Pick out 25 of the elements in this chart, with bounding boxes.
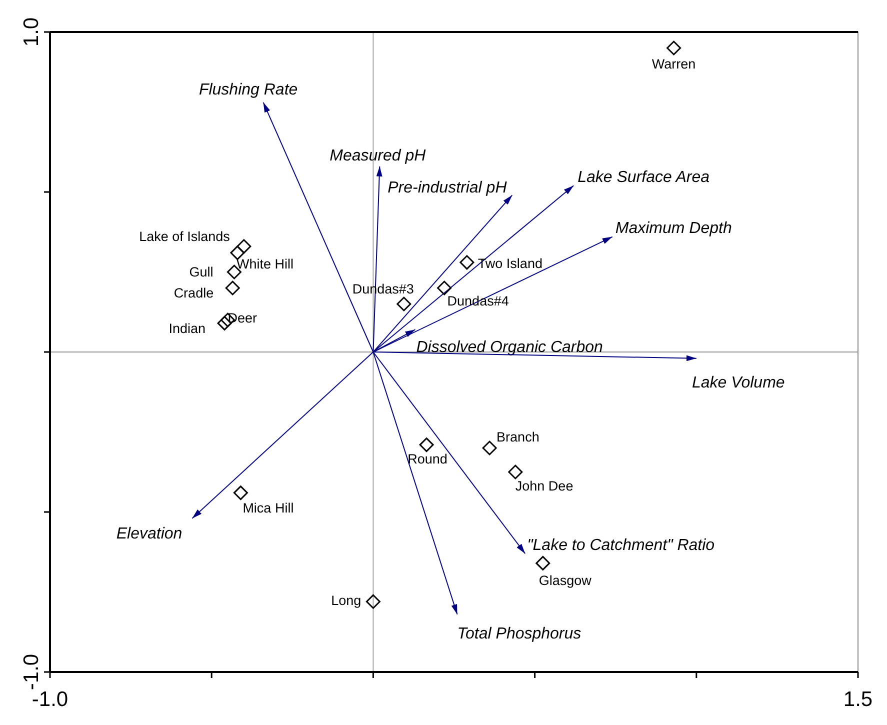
series-label: Lake of Islands bbox=[139, 228, 230, 244]
series-label: Elevation bbox=[116, 526, 182, 543]
series-label: Measured pH bbox=[330, 148, 426, 165]
series-label: Cradle bbox=[174, 286, 214, 301]
series-label: Lake Surface Area bbox=[578, 168, 710, 186]
series-label: "Lake to Catchment" Ratio bbox=[527, 536, 715, 554]
series-label: Maximum Depth bbox=[615, 220, 732, 238]
series-label: Flushing Rate bbox=[198, 82, 298, 99]
x-tick-label: 1.5 bbox=[843, 688, 873, 711]
series-label: Glasgow bbox=[538, 572, 592, 588]
series-label: Warren bbox=[652, 56, 696, 72]
series-label: Branch bbox=[496, 430, 540, 445]
y-tick-label: 1.0 bbox=[20, 17, 43, 47]
series-label: Indian bbox=[168, 320, 206, 336]
series-label: Long bbox=[331, 593, 362, 608]
series-label: Total Phosphorus bbox=[457, 626, 582, 643]
series-label: Gull bbox=[189, 264, 214, 280]
series-label: Pre-industrial pH bbox=[388, 179, 508, 196]
series-label: Lake Volume bbox=[692, 374, 785, 392]
series-label: Round bbox=[408, 451, 448, 466]
series-label: Mica Hill bbox=[242, 500, 294, 516]
series-label: Dissolved Organic Carbon bbox=[416, 338, 604, 356]
series-label: Two Island bbox=[478, 256, 542, 271]
series-label: John Dee bbox=[515, 478, 574, 494]
series-label: White Hill bbox=[236, 256, 294, 272]
